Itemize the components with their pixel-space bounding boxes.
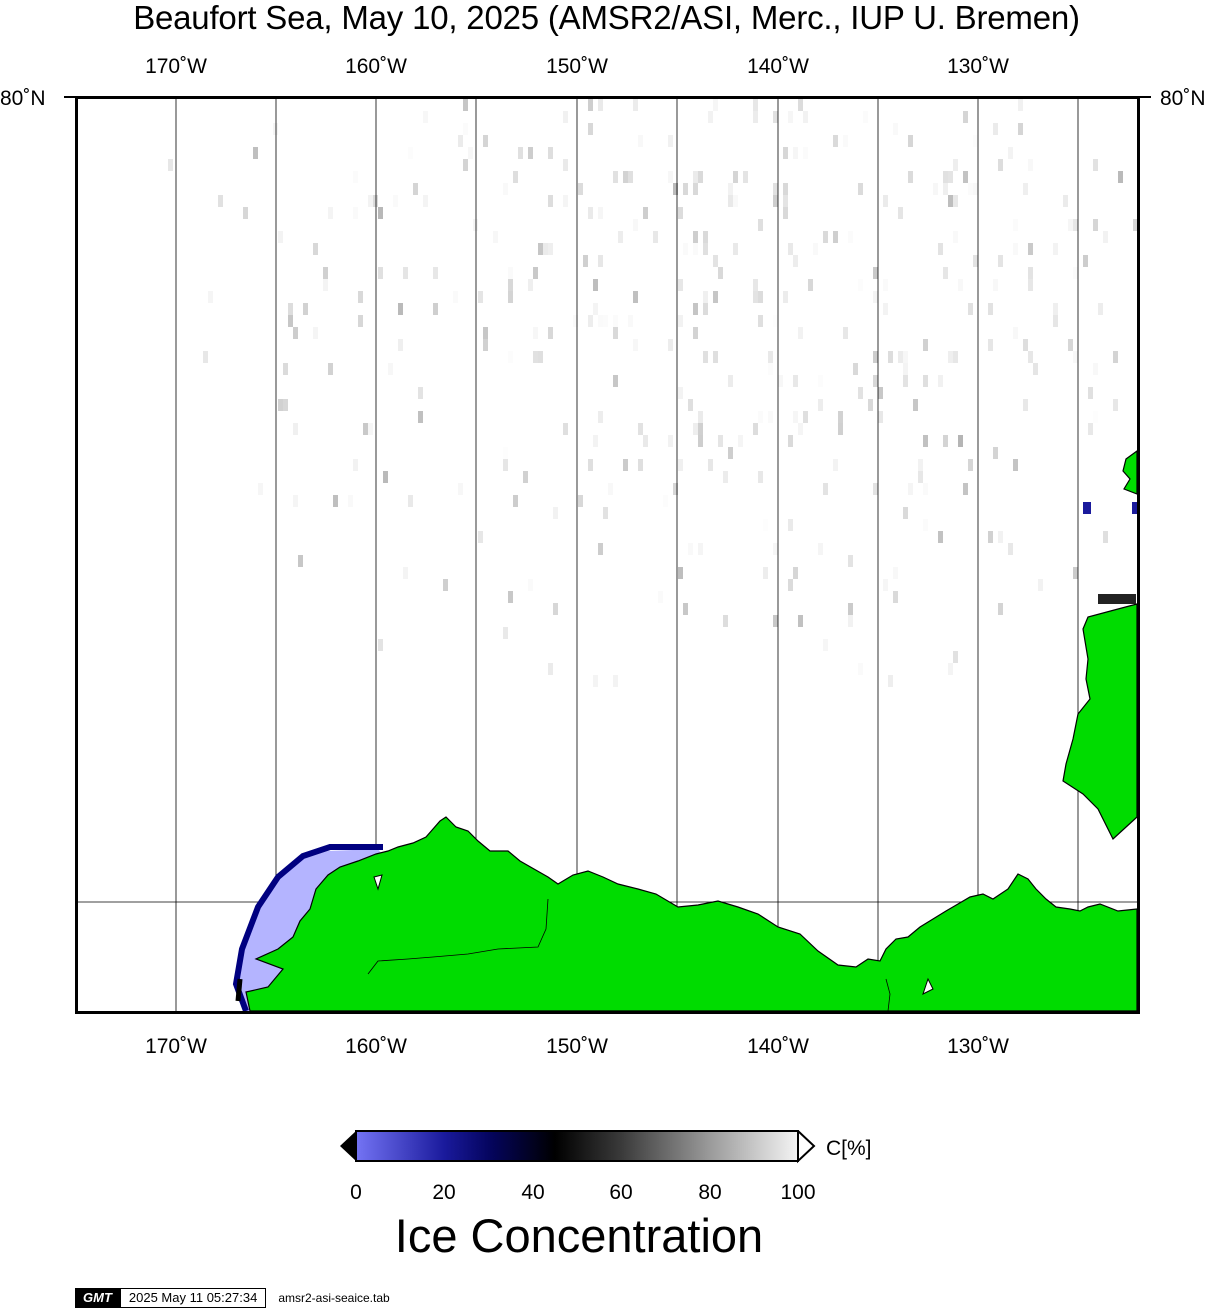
lon-label-bottom-130w: 130˚W bbox=[947, 1035, 1009, 1058]
lat-label-right-80n: 80˚N bbox=[1160, 87, 1206, 110]
ice-patch bbox=[1098, 594, 1136, 604]
lon-label-bottom-160w: 160˚W bbox=[345, 1035, 407, 1058]
lon-label-bottom-170w: 170˚W bbox=[145, 1035, 207, 1058]
lon-label-bottom-150w: 150˚W bbox=[546, 1035, 608, 1058]
land-north-island bbox=[1122, 450, 1137, 495]
colorbar bbox=[340, 1128, 820, 1164]
lat-tick-left bbox=[64, 96, 75, 98]
ice-patch bbox=[1132, 502, 1137, 514]
footer: GMT 2025 May 11 05:27:34 amsr2-asi-seaic… bbox=[75, 1288, 390, 1308]
land-alaska bbox=[245, 816, 1137, 1011]
colorbar-tick-40: 40 bbox=[521, 1181, 545, 1204]
map-frame bbox=[75, 96, 1140, 1014]
colorbar-tick-80: 80 bbox=[698, 1181, 722, 1204]
colorbar-tick-0: 0 bbox=[350, 1181, 362, 1204]
border-alaska-yukon bbox=[885, 978, 891, 1011]
colorbar-tick-100: 100 bbox=[780, 1181, 816, 1204]
colorbar-over-triangle bbox=[797, 1128, 816, 1164]
colorbar-title: Ice Concentration bbox=[394, 1209, 764, 1262]
colorbar-tick-60: 60 bbox=[609, 1181, 633, 1204]
lon-label-top-140w: 140˚W bbox=[747, 55, 809, 78]
lon-label-top-150w: 150˚W bbox=[546, 55, 608, 78]
map-title: Beaufort Sea, May 10, 2025 (AMSR2/ASI, M… bbox=[133, 0, 1080, 36]
lon-label-bottom-140w: 140˚W bbox=[747, 1035, 809, 1058]
inlet bbox=[373, 874, 383, 891]
map-canvas bbox=[78, 99, 1137, 1011]
ice-concentration-field bbox=[168, 99, 1137, 687]
land-border-line bbox=[367, 898, 549, 975]
lon-label-top-170w: 170˚W bbox=[145, 55, 207, 78]
graticule bbox=[78, 99, 1137, 1011]
colorbar-tick-20: 20 bbox=[432, 1181, 456, 1204]
ice-edge-dark bbox=[235, 978, 243, 1002]
inlet bbox=[922, 977, 934, 995]
lon-label-top-160w: 160˚W bbox=[345, 55, 407, 78]
land-banks-island bbox=[1062, 603, 1137, 840]
lat-tick-right bbox=[1140, 96, 1151, 98]
ice-patch bbox=[1083, 502, 1091, 514]
source-file: amsr2-asi-seaice.tab bbox=[278, 1291, 390, 1305]
colorbar-under-triangle bbox=[340, 1131, 356, 1161]
colorbar-gradient bbox=[355, 1130, 799, 1162]
colorbar-unit: C[%] bbox=[826, 1137, 872, 1160]
gmt-logo: GMT bbox=[75, 1288, 120, 1308]
lon-label-top-130w: 130˚W bbox=[947, 55, 1009, 78]
ice-edge-band bbox=[232, 844, 383, 1011]
lat-label-left-80n: 80˚N bbox=[0, 87, 46, 110]
timestamp: 2025 May 11 05:27:34 bbox=[119, 1288, 267, 1308]
